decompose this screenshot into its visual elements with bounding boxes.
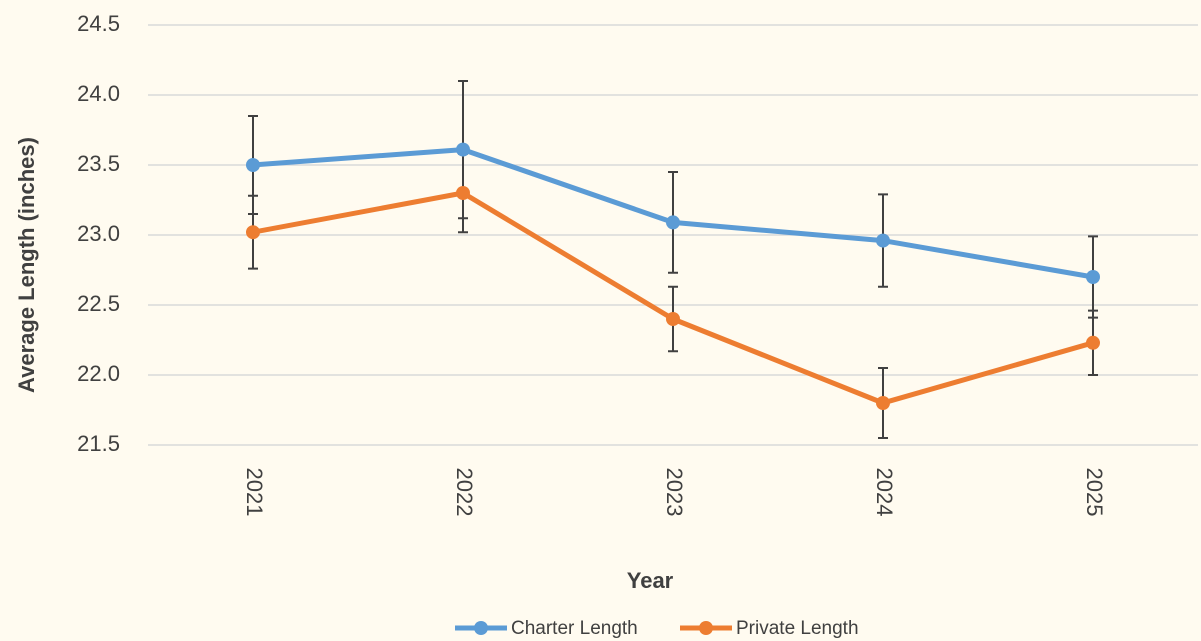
y-tick-label: 23.0 [77, 221, 120, 246]
x-tick-label: 2023 [662, 468, 687, 517]
y-axis-title: Average Length (inches) [14, 137, 39, 393]
y-tick-label: 24.5 [77, 11, 120, 36]
marker [666, 215, 680, 230]
marker [666, 312, 680, 326]
legend-label: Charter Length [511, 618, 638, 639]
marker [246, 158, 260, 172]
y-tick-label: 22.0 [77, 361, 120, 386]
x-tick-label: 2024 [872, 468, 897, 517]
legend-label: Private Length [736, 618, 859, 639]
legend-marker [699, 621, 713, 635]
y-tick-label: 22.5 [77, 291, 120, 316]
y-tick-label: 21.5 [77, 431, 120, 456]
x-axis-title: Year [627, 568, 674, 593]
legend-marker [474, 621, 488, 635]
marker [876, 396, 890, 410]
marker [456, 142, 470, 157]
x-tick-label: 2022 [452, 468, 477, 517]
marker [1086, 270, 1100, 284]
marker [456, 186, 470, 200]
y-tick-label: 24.0 [77, 81, 120, 106]
marker [246, 225, 260, 240]
marker [876, 233, 890, 248]
x-tick-label: 2025 [1082, 468, 1107, 517]
marker [1086, 335, 1100, 350]
y-tick-label: 23.5 [77, 151, 120, 176]
x-tick-label: 2021 [242, 468, 267, 517]
